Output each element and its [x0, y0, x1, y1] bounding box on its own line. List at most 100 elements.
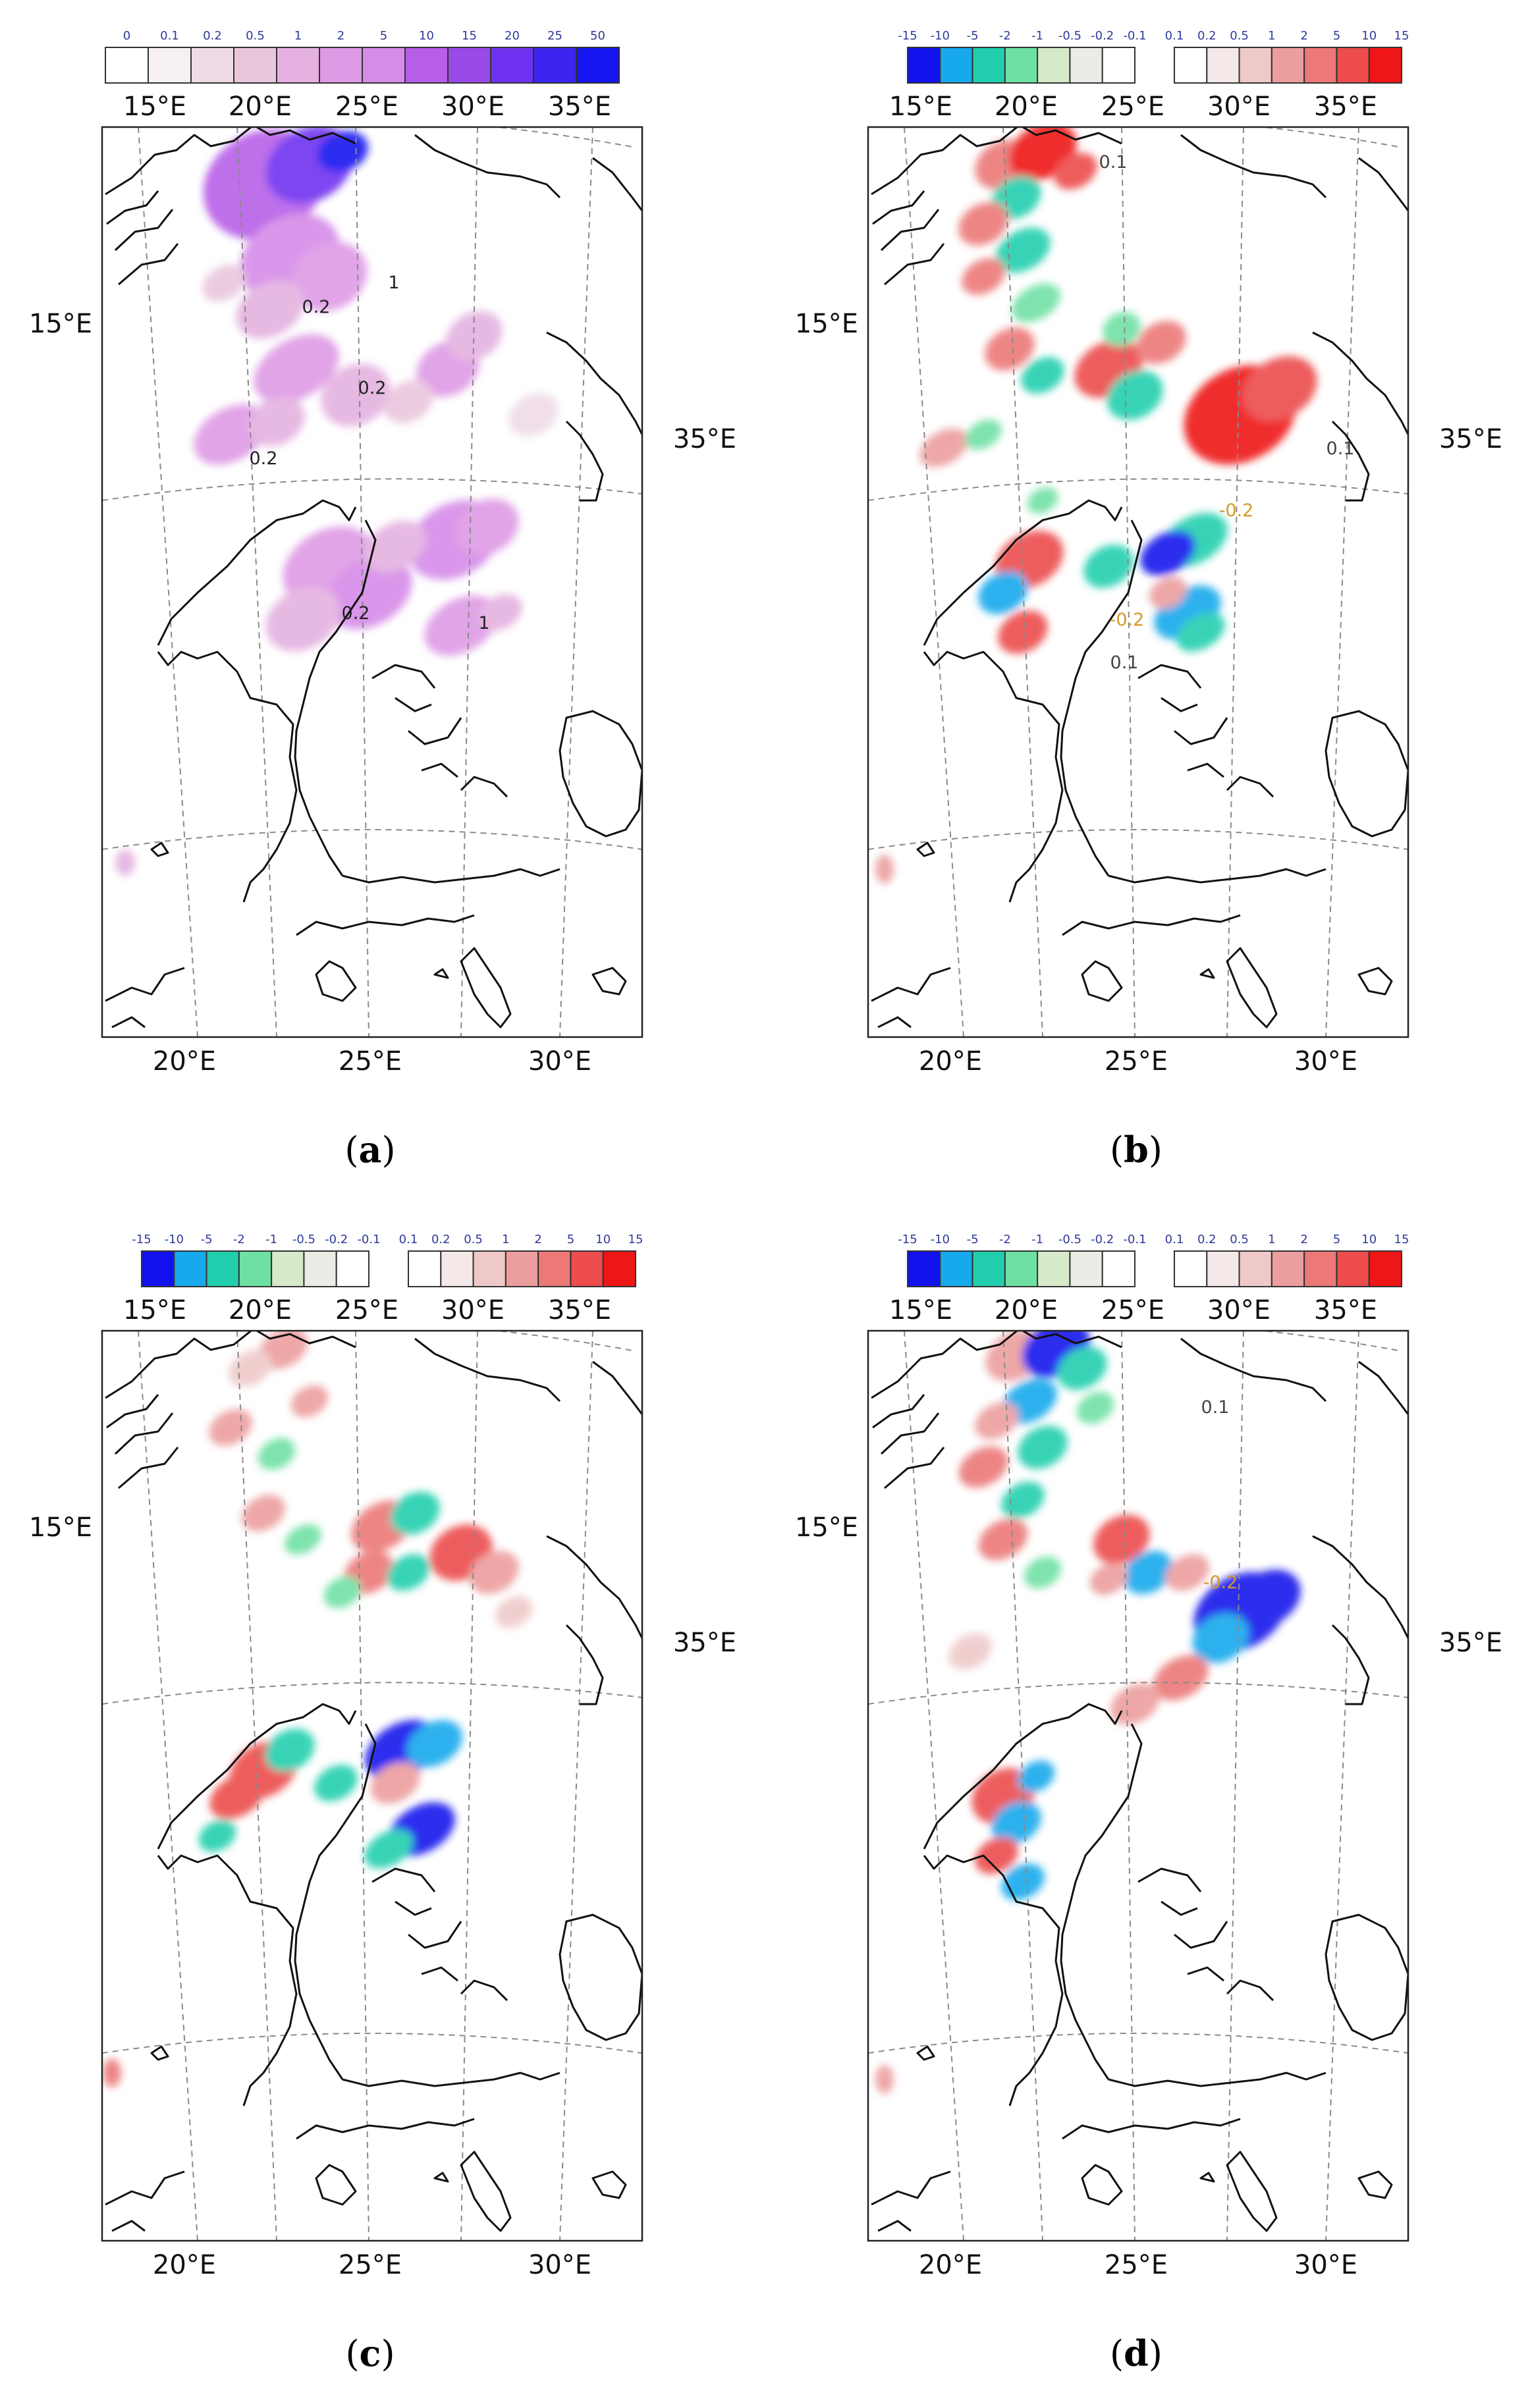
longitude-label-top: 30°E: [441, 92, 505, 122]
coastline: [342, 2072, 561, 2087]
coastline: [296, 2118, 475, 2140]
coastline: [460, 2151, 512, 2232]
coastline: [1062, 914, 1241, 936]
caption-open-paren: (: [344, 1129, 358, 1171]
longitude-label-top: 35°E: [1314, 1295, 1377, 1325]
negative-anomaly-patch: [1140, 530, 1195, 576]
colorbar-tick-label: 5: [567, 1233, 574, 1246]
graticule-line: [122, 127, 633, 147]
longitude-label-top: 20°E: [995, 1295, 1058, 1325]
graticule-line: [122, 1331, 633, 1351]
colorbar-swatch: [1336, 47, 1370, 84]
colorbar-tick-label: 0.1: [1165, 29, 1184, 43]
coastline: [871, 1331, 1122, 1399]
colorbar-tick-label: -0.5: [1058, 29, 1081, 43]
positive-anomaly-patch: [290, 1385, 329, 1418]
coastline: [923, 651, 1064, 903]
colorbar-swatch: [1238, 47, 1272, 84]
negative-anomaly-patch: [1232, 1569, 1301, 1628]
colorbar-swatch: [205, 1250, 240, 1287]
negative-anomaly-patch: [1021, 357, 1064, 394]
colorbar-tick-label: -10: [931, 1233, 950, 1246]
panel-caption: (b): [1110, 1129, 1163, 1171]
field-shading: [875, 1331, 1301, 2094]
coastline: [1357, 2170, 1393, 2199]
longitude-label-bottom: 30°E: [1294, 1046, 1357, 1077]
colorbar-tick-label: 20: [505, 29, 520, 43]
colorbar-tick-label: 1: [1268, 1233, 1275, 1246]
precipitation-patch: [202, 265, 246, 302]
colorbar-tick-label: 10: [419, 29, 434, 43]
colorbar: 0 0.1 0.2 0.5 1 2 5 10 15 20 25 50: [105, 29, 620, 84]
coastline: [1081, 960, 1123, 1002]
colorbar-swatch: [939, 1250, 973, 1287]
coastline: [315, 2164, 357, 2206]
graticule: [102, 1331, 642, 2241]
positive-anomaly-patch: [1054, 153, 1097, 190]
colorbar-tick-label: -0.2: [1091, 1233, 1114, 1246]
colorbar-tick-label: -1: [265, 1233, 277, 1246]
colorbar-tick-label: 0.5: [1230, 29, 1249, 43]
negative-anomaly-patch: [1176, 612, 1225, 652]
latitude-label-left: 15°E: [29, 309, 92, 339]
negative-anomaly-patch: [314, 1765, 358, 1802]
positive-anomaly-patch: [242, 1495, 285, 1532]
precipitation-patch: [236, 280, 304, 339]
colorbar-tick-label: -5: [201, 1233, 213, 1246]
positive-anomaly-patch: [975, 1837, 1018, 1874]
coastline: [592, 1360, 642, 1415]
caption-open-paren: (: [1110, 2333, 1124, 2374]
precipitation-patch: [508, 393, 559, 437]
colorbar-tick-label: -1: [1031, 29, 1043, 43]
graticule-line: [1325, 1331, 1359, 2241]
colorbar-swatch: [1271, 1250, 1305, 1287]
precipitation-patch: [194, 404, 267, 465]
longitude-label-bottom: 25°E: [339, 1046, 402, 1077]
colorbar-swatch: [1174, 47, 1208, 84]
contour-label: 1: [478, 613, 489, 633]
coastline: [923, 1703, 1123, 1850]
positive-anomaly-patch: [998, 610, 1048, 654]
colorbar-swatch: [907, 1250, 941, 1287]
coastline: [1180, 134, 1327, 199]
colorbar-tick-label: 0.2: [1197, 1233, 1217, 1246]
colorbar-tick-label: -10: [931, 29, 950, 43]
caption-close-paren: ): [381, 2333, 395, 2374]
negative-anomaly-patch: [1024, 1556, 1062, 1589]
colorbar-tick-label: 1: [294, 29, 302, 43]
negative-anomaly-patch: [390, 1491, 440, 1535]
colorbar-tick-label: 0.5: [246, 29, 265, 43]
contour-label: 0.2: [358, 378, 387, 398]
negative-anomaly-patch: [1027, 487, 1058, 514]
colorbar-tick-label: 2: [534, 1233, 541, 1246]
colorbar-swatch: [1303, 47, 1338, 84]
graticule-line: [102, 829, 642, 850]
negative-anomaly-patch: [1018, 1426, 1068, 1469]
colorbar-swatch: [440, 1250, 474, 1287]
precipitation-patch: [291, 242, 368, 311]
contour-label: -0.2: [1203, 1572, 1238, 1593]
graticule: [868, 1331, 1408, 2241]
panel-caption: (d): [1110, 2332, 1163, 2374]
graticule-line: [1121, 127, 1135, 1037]
panel-d: -15 -10 -5 -2 -1 -0.5 -0.2 -0.1 0.1 0.2 0.5 1 2 5 10 15…: [766, 1204, 1532, 2407]
graticule-line: [138, 1331, 198, 2241]
latitude-label-right: 35°E: [1439, 1628, 1502, 1658]
positive-anomaly-patch: [1242, 356, 1317, 421]
colorbar: 0.1 0.2 0.5 1 2 5 10 15: [399, 1233, 643, 1287]
longitude-label-top: 30°E: [1207, 1295, 1271, 1325]
coastline: [1081, 2164, 1123, 2206]
positive-anomaly-patch: [1136, 321, 1186, 364]
colorbar-tick-label: -1: [1031, 1233, 1043, 1246]
positive-anomaly-patch: [469, 1551, 519, 1594]
contour-label: 0.2: [342, 603, 370, 624]
longitude-label-top: 25°E: [335, 1295, 398, 1325]
positive-anomaly-patch: [875, 855, 894, 884]
longitude-label-top: 15°E: [889, 92, 952, 122]
coastline: [559, 710, 642, 838]
colorbar-swatch: [447, 47, 491, 84]
colorbar-swatch: [233, 47, 277, 84]
graticule-line: [236, 127, 277, 1037]
coastline: [150, 2045, 449, 2183]
map-area: [101, 1329, 643, 2242]
